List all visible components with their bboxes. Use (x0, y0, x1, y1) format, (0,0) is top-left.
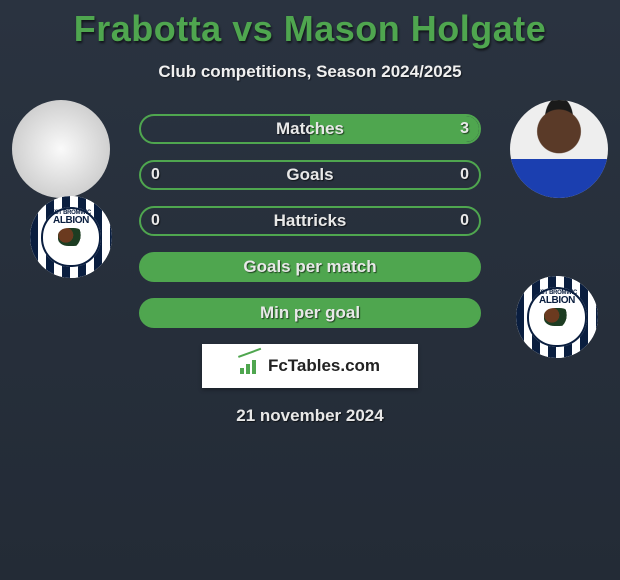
stat-row: Goals per match (139, 252, 481, 282)
stat-value-right: 0 (460, 212, 469, 230)
stat-label: Hattricks (274, 211, 347, 231)
stat-label: Matches (276, 119, 344, 139)
stat-value-right: 3 (460, 120, 469, 138)
page-title: Frabotta vs Mason Holgate (0, 0, 620, 50)
player-photo-right (510, 100, 608, 198)
stat-row: 0 Goals 0 (139, 160, 481, 190)
stat-label: Goals (286, 165, 333, 185)
stat-label: Min per goal (260, 303, 360, 323)
chart-icon (240, 358, 262, 374)
stat-value-left: 0 (151, 166, 160, 184)
stat-row: 0 Hattricks 0 (139, 206, 481, 236)
subtitle: Club competitions, Season 2024/2025 (0, 62, 620, 82)
brand-box: FcTables.com (202, 344, 418, 388)
club-badge-left: EST BROMWIC ALBION (30, 196, 112, 278)
stat-value-left: 0 (151, 212, 160, 230)
avatar (510, 100, 608, 198)
stat-row: Matches 3 (139, 114, 481, 144)
stat-row: Min per goal (139, 298, 481, 328)
stat-value-right: 0 (460, 166, 469, 184)
date-line: 21 november 2024 (0, 406, 620, 426)
brand-text: FcTables.com (268, 356, 380, 376)
club-badge-right: EST BROMWIC ALBION (516, 276, 598, 358)
stat-label: Goals per match (243, 257, 376, 277)
player-photo-left (12, 100, 110, 198)
comparison-block: EST BROMWIC ALBION EST BROMWIC ALBION Ma… (0, 114, 620, 328)
